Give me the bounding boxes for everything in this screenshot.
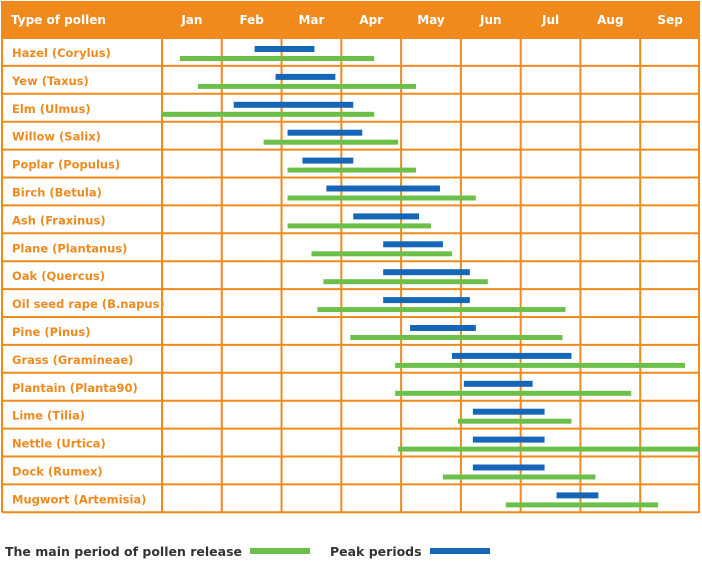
peak-period-bar: [302, 157, 354, 164]
pollen-row: Hazel (Corylus): [12, 46, 375, 61]
row-label: Hazel (Corylus): [12, 46, 111, 60]
main-period-bar: [287, 195, 476, 201]
pollen-row: Oil seed rape (B.napus): [12, 297, 566, 313]
peak-period-bar: [383, 297, 470, 304]
row-label: Plane (Plantanus): [12, 241, 127, 255]
pollen-row: Willow (Salix): [12, 129, 399, 145]
month-label-may: May: [417, 13, 445, 27]
main-period-bar: [287, 223, 431, 229]
main-period-bar: [287, 167, 417, 173]
month-label-aug: Aug: [597, 13, 623, 27]
peak-period-bar: [326, 185, 440, 192]
main-period-bar: [350, 335, 563, 340]
main-period-bar: [179, 56, 375, 61]
row-label: Birch (Betula): [12, 186, 102, 200]
pollen-row: Grass (Gramineae): [12, 352, 686, 368]
row-label: Grass (Gramineae): [12, 353, 133, 367]
main-period-bar: [505, 502, 659, 508]
row-label: Mugwort (Artemisia): [12, 492, 146, 506]
pollen-row: Plane (Plantanus): [12, 241, 452, 257]
header-label: Type of pollen: [11, 13, 106, 27]
row-label: Yew (Taxus): [11, 74, 89, 88]
pollen-row: Ash (Fraxinus): [12, 213, 431, 229]
main-period-bar: [457, 418, 572, 424]
main-period-bar: [442, 474, 596, 480]
peak-period-bar: [254, 46, 315, 52]
main-period-bar: [395, 362, 686, 368]
pollen-row: Pine (Pinus): [12, 325, 563, 340]
main-period-bar: [263, 139, 399, 145]
pollen-row: Yew (Taxus): [11, 73, 417, 89]
pollen-row: Elm (Ulmus): [12, 101, 375, 117]
peak-period-bar: [275, 73, 336, 80]
peak-period-bar: [556, 492, 599, 499]
month-label-mar: Mar: [298, 13, 324, 27]
main-period-bar: [311, 251, 452, 257]
pollen-row: Oak (Quercus): [12, 269, 488, 285]
pollen-row: Mugwort (Artemisia): [12, 492, 659, 508]
row-label: Willow (Salix): [12, 130, 101, 144]
peak-period-bar: [472, 436, 545, 443]
row-label: Oil seed rape (B.napus): [12, 297, 165, 311]
month-label-sep: Sep: [657, 13, 683, 27]
row-label: Plantain (Planta90): [12, 381, 138, 395]
main-period-bar: [317, 307, 566, 313]
peak-period-bar: [463, 380, 533, 387]
row-label: Elm (Ulmus): [12, 102, 91, 116]
month-label-jul: Jul: [541, 13, 559, 27]
row-label: Lime (Tilia): [12, 409, 85, 423]
legend-main-label: The main period of pollen release: [5, 543, 242, 559]
row-label: Ash (Fraxinus): [12, 213, 106, 227]
legend: The main period of pollen release Peak p…: [5, 540, 490, 562]
peak-period-bar: [233, 101, 354, 108]
peak-period-bar: [353, 213, 420, 220]
peak-period-bar: [383, 241, 443, 248]
pollen-row: Birch (Betula): [12, 185, 476, 201]
legend-main-swatch: [249, 548, 310, 554]
main-period-bar: [323, 279, 488, 285]
peak-period-bar: [472, 464, 545, 471]
main-period-bar: [395, 390, 632, 396]
row-label: Nettle (Urtica): [12, 437, 106, 451]
peak-period-bar: [410, 325, 476, 331]
month-label-jun: Jun: [479, 13, 502, 27]
row-label: Oak (Quercus): [12, 269, 105, 283]
legend-peak-swatch: [429, 548, 490, 554]
month-label-jan: Jan: [180, 13, 202, 27]
row-label: Pine (Pinus): [12, 325, 90, 339]
peak-period-bar: [472, 408, 545, 415]
main-period-bar: [398, 446, 700, 452]
row-label: Poplar (Populus): [12, 158, 120, 172]
pollen-row: Plantain (Planta90): [12, 380, 632, 396]
month-label-feb: Feb: [239, 13, 264, 27]
pollen-row: Dock (Rumex): [12, 464, 596, 480]
pollen-calendar-chart: Type of pollen Jan Feb Mar Apr May Jun Jul Aug Se…: [1, 1, 700, 514]
row-label: Dock (Rumex): [12, 465, 103, 479]
pollen-row: Lime (Tilia): [12, 408, 572, 424]
peak-period-bar: [383, 269, 470, 276]
header-band: [2, 1, 700, 38]
main-period-bar: [162, 111, 375, 117]
main-period-bar: [197, 83, 417, 89]
pollen-row: Nettle (Urtica): [12, 436, 700, 452]
month-label-apr: Apr: [359, 13, 383, 27]
pollen-row: Poplar (Populus): [12, 157, 417, 173]
legend-peak-label: Peak periods: [329, 543, 422, 559]
peak-period-bar: [451, 352, 572, 359]
peak-period-bar: [287, 129, 363, 136]
